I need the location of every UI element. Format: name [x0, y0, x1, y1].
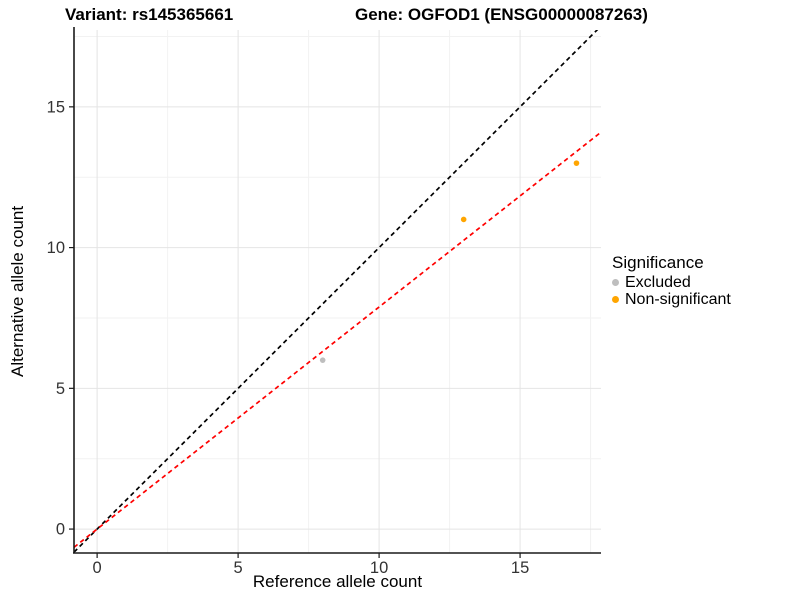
- legend: Significance Excluded Non-significant: [612, 252, 731, 308]
- identity-line: [74, 30, 599, 553]
- legend-item-label: Excluded: [625, 274, 691, 291]
- data-point-excluded: [319, 357, 326, 363]
- gene-title: Gene: OGFOD1 (ENSG00000087263): [355, 5, 648, 24]
- y-tick-label: 10: [47, 239, 65, 257]
- x-tick-label: 5: [234, 559, 243, 577]
- y-tick-label: 5: [56, 380, 65, 398]
- y-tick-label: 15: [47, 98, 65, 116]
- x-axis-label: Reference allele count: [252, 572, 423, 591]
- x-tick-label: 10: [370, 559, 388, 577]
- data-point-non-significant: [460, 216, 467, 223]
- y-tick-label: 0: [56, 521, 65, 539]
- legend-point-excluded-icon: [612, 279, 619, 286]
- legend-item-non-significant: Non-significant: [612, 291, 731, 308]
- variant-title: Variant: rs145365661: [65, 5, 234, 24]
- x-tick-label: 15: [511, 559, 529, 577]
- legend-point-non-significant-icon: [612, 296, 619, 303]
- legend-item-excluded: Excluded: [612, 274, 731, 291]
- reference-lines: [74, 30, 601, 553]
- legend-title: Significance: [612, 253, 704, 272]
- legend-item-label: Non-significant: [625, 291, 731, 308]
- x-tick-label: 0: [93, 559, 102, 577]
- fit-line: [74, 131, 601, 548]
- data-point-non-significant: [573, 160, 580, 166]
